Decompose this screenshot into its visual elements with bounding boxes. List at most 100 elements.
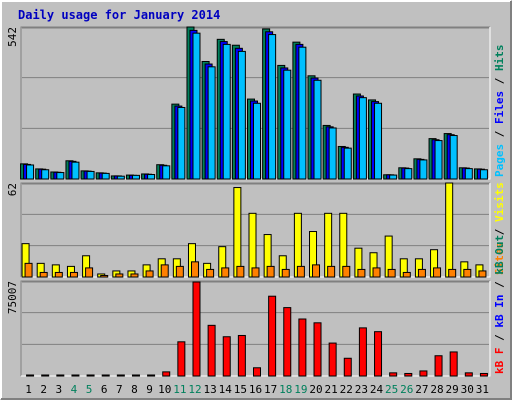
x-tick-label: 31	[476, 383, 489, 396]
x-tick-label: 6	[101, 383, 108, 396]
bar	[192, 281, 201, 377]
x-tick-label: 20	[309, 383, 322, 396]
bar	[253, 367, 261, 377]
legend-separator: /	[493, 124, 506, 144]
panel-edge-light	[21, 281, 491, 377]
x-tick-label: 12	[188, 383, 201, 396]
x-tick-label: 13	[203, 383, 216, 396]
bar	[116, 175, 125, 180]
bar	[281, 268, 290, 278]
bar	[298, 318, 307, 377]
x-tick-label: 4	[71, 383, 78, 396]
legend-entry: kB In	[493, 295, 506, 328]
bar	[26, 164, 35, 180]
bar	[266, 265, 275, 278]
bar	[374, 331, 383, 377]
legend: kB F / kB In / kB Out	[493, 235, 506, 374]
bar	[417, 268, 426, 278]
bar	[343, 147, 352, 180]
bar	[463, 268, 472, 278]
bar	[192, 32, 201, 180]
bar	[448, 268, 457, 278]
x-tick-label: 25	[385, 383, 398, 396]
x-tick-label: 28	[430, 383, 443, 396]
bar	[374, 102, 383, 180]
bar	[100, 274, 109, 278]
legend-entry: kB F	[493, 348, 506, 375]
bar	[222, 43, 231, 180]
bar	[86, 374, 95, 377]
legend-separator: /	[493, 222, 506, 242]
bar	[190, 261, 199, 278]
x-tick-label: 1	[25, 383, 32, 396]
bar	[479, 169, 488, 180]
x-tick-label: 2	[40, 383, 47, 396]
bar	[327, 265, 336, 278]
bar	[130, 273, 139, 278]
x-tick-label: 27	[415, 383, 428, 396]
x-tick-label: 21	[325, 383, 338, 396]
y-tick-label: 62	[6, 183, 19, 196]
x-tick-label: 7	[116, 383, 123, 396]
bar	[357, 268, 366, 278]
bar	[71, 161, 80, 180]
bar	[116, 374, 125, 377]
y-tick-label: 75007	[6, 281, 19, 314]
bar	[283, 307, 292, 377]
panel	[21, 281, 490, 376]
x-tick-label: 30	[461, 383, 474, 396]
bar	[85, 267, 94, 278]
bar	[268, 34, 277, 180]
bar	[251, 267, 260, 278]
bar	[207, 324, 216, 377]
x-tick-label: 3	[56, 383, 63, 396]
bar	[464, 168, 473, 180]
bar	[221, 267, 230, 278]
bar	[54, 271, 63, 278]
bar	[233, 187, 242, 278]
bar	[419, 370, 428, 377]
bar	[328, 127, 337, 180]
x-tick-label: 23	[355, 383, 368, 396]
bar	[445, 182, 454, 278]
bar	[253, 102, 261, 180]
legend-separator: /	[493, 328, 506, 348]
legend: Pages / Files / Hits	[493, 45, 506, 178]
bar	[162, 165, 171, 180]
bar	[101, 374, 110, 377]
bar	[145, 270, 154, 278]
x-tick-label: 19	[294, 383, 307, 396]
bar	[237, 50, 246, 180]
legend-separator: /	[493, 275, 506, 295]
bar	[115, 273, 124, 278]
bar	[177, 341, 186, 377]
bar	[328, 342, 337, 377]
bar	[268, 295, 277, 377]
bar	[389, 174, 398, 180]
bar	[464, 372, 473, 377]
bar	[26, 374, 35, 377]
bar	[387, 268, 396, 278]
legend-entry: Files	[493, 91, 506, 124]
y-tick-label: 542	[6, 27, 19, 47]
legend-entry: kB Out	[493, 235, 506, 275]
bar	[101, 172, 110, 180]
x-tick-label: 22	[340, 383, 353, 396]
bar	[358, 97, 367, 180]
x-tick-label: 5	[86, 383, 93, 396]
legend-entry: Sites	[493, 242, 506, 275]
x-tick-label: 11	[173, 383, 186, 396]
x-tick-label: 8	[131, 383, 138, 396]
legend-separator: /	[493, 71, 506, 91]
bar	[404, 372, 413, 377]
bar	[237, 334, 246, 377]
x-tick-label: 18	[279, 383, 292, 396]
x-tick-label: 14	[219, 383, 233, 396]
bar	[296, 265, 305, 278]
legend-entry: Visits	[493, 182, 506, 222]
bar	[86, 170, 95, 180]
bar	[177, 106, 186, 180]
x-tick-label: 10	[158, 383, 171, 396]
